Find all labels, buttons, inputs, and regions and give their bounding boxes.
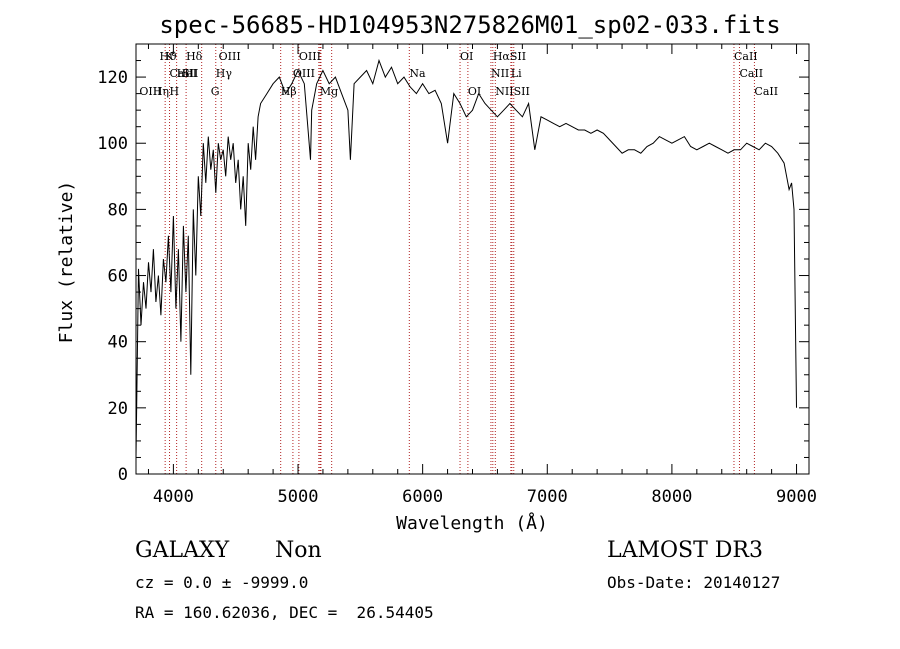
object-subclass: Non	[275, 538, 322, 563]
line-label-21: Hβ	[281, 85, 297, 98]
line-label-15: Li	[511, 67, 522, 80]
y-tick-label: 100	[97, 134, 128, 154]
line-label-18: Hη	[153, 85, 169, 98]
line-label-3: OIII	[219, 50, 241, 63]
y-tick-label: 40	[108, 333, 128, 353]
y-tick-label: 80	[108, 200, 128, 220]
line-label-17: OIII	[139, 85, 161, 98]
line-label-14: NII	[491, 67, 509, 80]
line-label-9: HeI	[177, 67, 197, 80]
spectrum-line-0	[135, 58, 797, 458]
line-label-10: SII	[182, 67, 198, 80]
y-tick-label: 120	[97, 68, 128, 88]
spectrum-series	[135, 58, 797, 458]
line-label-25: CaII	[754, 85, 778, 98]
line-label-23: OI	[468, 85, 481, 98]
line-label-2: Hδ	[186, 50, 203, 63]
line-label-16: CaII	[739, 67, 763, 80]
x-tick-label: 4000	[153, 487, 194, 507]
y-axis: 0 20 40 60 80 100 120	[97, 43, 809, 485]
line-label-5: OI	[460, 50, 473, 63]
y-tick-label: 20	[108, 399, 128, 419]
x-axis: 4000 5000 6000 7000 8000 9000	[147, 44, 817, 507]
x-tick-label: 8000	[651, 487, 692, 507]
redshift-text: cz = 0.0 ± -9999.0	[135, 573, 309, 592]
line-label-22: Mg	[320, 85, 338, 98]
x-tick-label: 7000	[527, 487, 568, 507]
radec-text: RA = 160.62036, DEC = 26.54405	[135, 603, 434, 622]
line-label-4: OIII	[299, 50, 321, 63]
emission-line-markers	[164, 44, 755, 474]
line-label-0: Hϑ	[160, 50, 178, 63]
line-label-20: G	[211, 85, 220, 98]
y-axis-label: Flux (relative)	[56, 181, 77, 344]
line-label-11: Hγ	[216, 67, 233, 80]
y-tick-label: 0	[118, 465, 128, 485]
line-label-19: H	[170, 85, 180, 98]
x-axis-label: Wavelength (Å)	[396, 512, 548, 534]
object-class: GALAXY	[135, 538, 230, 563]
line-label-13: Na	[409, 67, 426, 80]
line-label-6: HαSII	[493, 50, 526, 63]
line-label-7: CaII	[734, 50, 758, 63]
line-label-1: K	[165, 50, 174, 63]
chart-title: spec-56685-HD104953N275826M01_sp02-033.f…	[159, 11, 780, 39]
y-tick-label: 60	[108, 267, 128, 287]
x-tick-label: 6000	[402, 487, 443, 507]
line-label-24: NIISII	[495, 85, 530, 98]
line-label-8: CaII	[170, 67, 194, 80]
x-tick-label: 9000	[776, 487, 817, 507]
obs-date-text: Obs-Date: 20140127	[607, 573, 781, 592]
plot-frame	[135, 43, 810, 475]
x-tick-label: 5000	[278, 487, 319, 507]
survey-name: LAMOST DR3	[607, 538, 763, 563]
